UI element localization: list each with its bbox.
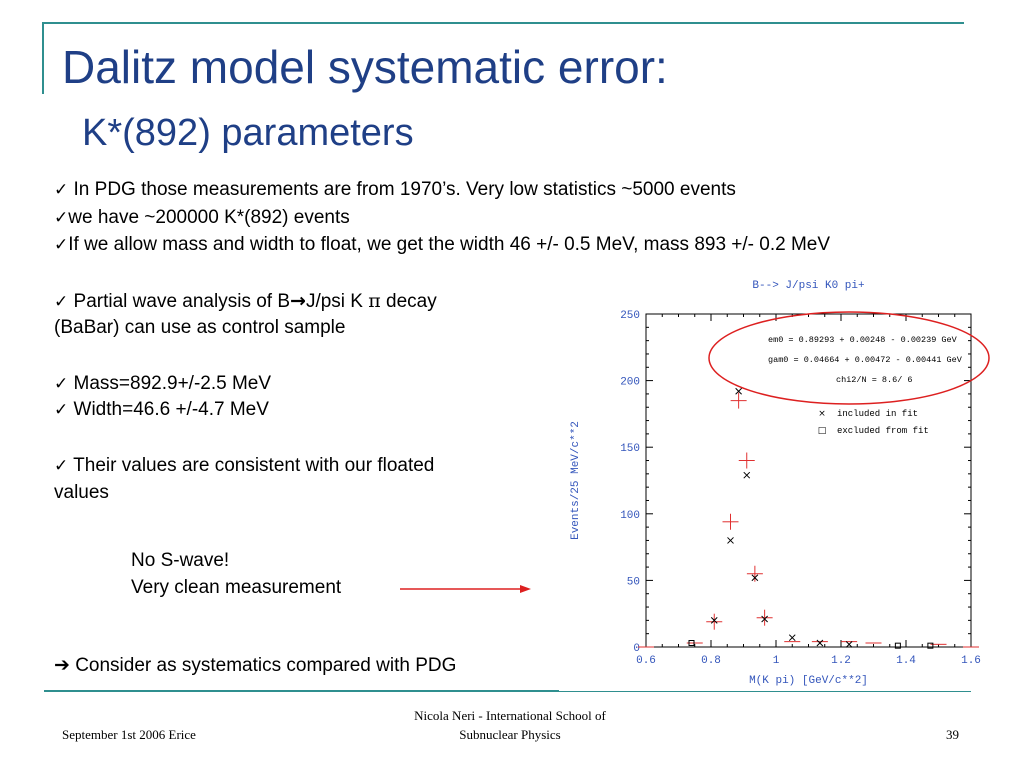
arrow-right-icon: → xyxy=(290,290,306,312)
check-icon: ✓ xyxy=(54,456,69,476)
bullet-partial-wave-line2: (BaBar) can use as control sample xyxy=(54,317,346,338)
note-arrow xyxy=(400,585,531,593)
check-icon: ✓ xyxy=(54,374,69,394)
highlight-ellipse xyxy=(708,311,990,405)
bullet-float: ✓If we allow mass and width to float, we… xyxy=(54,232,830,258)
bullet-width: ✓ Width=46.6 +/-4.7 MeV xyxy=(54,397,269,423)
note-line1: No S-wave! xyxy=(131,550,230,571)
y-tick-label: 200 xyxy=(620,377,640,389)
slide-title: Dalitz model systematic error: xyxy=(62,41,668,93)
bullet-text-suffix: decay xyxy=(380,291,437,312)
bullet-text: Their values are consistent with our flo… xyxy=(68,455,435,476)
slide-subtitle: K*(892) parameters xyxy=(82,112,414,154)
x-tick-label: 1.4 xyxy=(896,655,916,667)
fit-param-text: chi2/N = 8.6/ 6 xyxy=(836,375,913,385)
left-rule xyxy=(42,22,44,94)
bullet-events: ✓we have ~200000 K*(892) events xyxy=(54,205,350,231)
bullet-text: Partial wave analysis of B xyxy=(68,291,291,312)
check-icon: ✓ xyxy=(54,235,69,255)
footer-author-line1: Nicola Neri - International School of xyxy=(414,708,606,723)
x-tick-label: 0.6 xyxy=(636,655,656,667)
footer-date: September 1st 2006 Erice xyxy=(62,727,196,742)
legend-marker: □ xyxy=(818,426,827,436)
bullet-text: In PDG those measurements are from 1970’… xyxy=(68,179,736,200)
x-tick-label: 1.6 xyxy=(961,655,981,667)
bullet-text: Mass=892.9+/-2.5 MeV xyxy=(68,373,272,394)
bottom-rule-left xyxy=(44,690,559,692)
data-point-included xyxy=(743,471,751,479)
fit-param-text: em0 = 0.89293 + 0.00248 - 0.00239 GeV xyxy=(768,335,958,345)
conclusion-text: Consider as systematics compared with PD… xyxy=(69,655,457,676)
arrow-right-icon: ➔ xyxy=(54,654,70,676)
y-tick-label: 50 xyxy=(627,576,640,588)
pi-symbol: π xyxy=(368,290,381,312)
legend-marker: × xyxy=(818,409,826,419)
data-point-included xyxy=(710,617,718,624)
legend-label: excluded from fit xyxy=(837,426,929,436)
bullet-text-mid: J/psi K xyxy=(305,291,369,312)
check-icon: ✓ xyxy=(54,400,69,420)
bullet-consistent-line2: values xyxy=(54,482,109,503)
bottom-rule-right xyxy=(559,691,971,692)
footer-page-number: 39 xyxy=(946,727,959,742)
bullet-text: Width=46.6 +/-4.7 MeV xyxy=(68,399,269,420)
y-tick-label: 100 xyxy=(620,510,640,522)
bullet-mass: ✓ Mass=892.9+/-2.5 MeV xyxy=(54,371,271,397)
data-point-included xyxy=(816,639,824,647)
data-point-included xyxy=(727,537,734,544)
bullet-consistent: ✓ Their values are consistent with our f… xyxy=(54,453,434,479)
data-point-included xyxy=(845,640,853,648)
x-axis-label: M(K pi) [GeV/c**2] xyxy=(749,675,868,687)
data-point-excluded xyxy=(894,642,901,649)
bullet-text: we have ~200000 K*(892) events xyxy=(68,207,350,228)
bullet-partial-wave: ✓ Partial wave analysis of B→J/psi K π d… xyxy=(54,288,437,315)
data-point-included xyxy=(761,615,768,623)
data-point-excluded xyxy=(688,640,695,647)
x-tick-label: 0.8 xyxy=(701,655,721,667)
check-icon: ✓ xyxy=(54,180,69,200)
y-tick-label: 0 xyxy=(633,643,640,655)
fit-param-text: gam0 = 0.04664 + 0.00472 - 0.00441 GeV xyxy=(768,355,963,365)
y-tick-label: 250 xyxy=(620,310,640,322)
check-icon: ✓ xyxy=(54,292,69,312)
mass-distribution-chart: B--> J/psi K0 pi+ 0.6 0.8 1 1.2 1.4 1.6 0 50 100 1… xyxy=(570,280,990,687)
data-point-included xyxy=(751,574,759,582)
data-point-included xyxy=(788,634,796,642)
data-point-excluded xyxy=(927,642,934,649)
chart-title: B--> J/psi K0 pi+ xyxy=(752,280,864,292)
bullet-pdg: ✓ In PDG those measurements are from 197… xyxy=(54,177,736,203)
data-point-included xyxy=(735,387,742,395)
legend-label: included in fit xyxy=(837,409,918,419)
note-line2: Very clean measurement xyxy=(131,577,342,598)
footer-author-line2: Subnuclear Physics xyxy=(459,727,561,742)
y-axis-label: Events/25 MeV/c**2 xyxy=(570,421,582,540)
conclusion: ➔ Consider as systematics compared with … xyxy=(54,652,456,679)
check-icon: ✓ xyxy=(54,208,69,228)
top-rule xyxy=(44,22,964,24)
y-tick-label: 150 xyxy=(620,443,640,455)
x-tick-label: 1.2 xyxy=(831,655,851,667)
x-tick-label: 1 xyxy=(773,655,780,667)
bullet-text: If we allow mass and width to float, we … xyxy=(68,234,831,255)
